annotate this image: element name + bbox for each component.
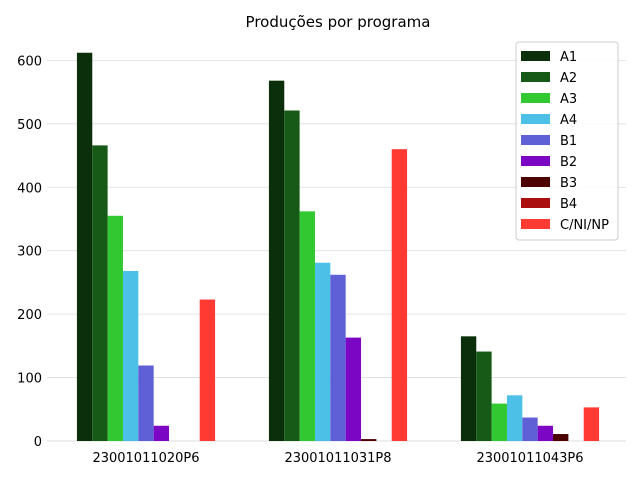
bars <box>76 52 600 442</box>
bar-a2-1 <box>92 145 108 441</box>
y-tick-label: 100 <box>17 372 42 387</box>
y-tick-label: 200 <box>17 308 42 323</box>
y-tick-label: 0 <box>34 435 42 450</box>
x-tick-label: 23001011043P6 <box>476 451 583 466</box>
legend-label: B3 <box>560 176 577 191</box>
legend-swatch <box>521 135 550 145</box>
bar-a1-2 <box>268 80 285 442</box>
legend-label: B2 <box>560 155 577 170</box>
bar-b1-1 <box>138 365 154 441</box>
bar-a4-3 <box>506 395 523 441</box>
legend-label: B4 <box>560 197 577 212</box>
bar-b2-2 <box>345 337 362 441</box>
legend-label: A4 <box>560 113 577 128</box>
y-tick-label: 500 <box>17 118 42 133</box>
bar-c-ni-np-2 <box>391 149 408 441</box>
legend-label: C/NI/NP <box>560 218 609 233</box>
bar-a3-3 <box>491 403 507 441</box>
bar-a3-1 <box>107 215 123 441</box>
bar-b2-1 <box>153 425 170 441</box>
bar-a1-1 <box>76 52 93 441</box>
x-tick-label: 23001011020P6 <box>92 451 199 466</box>
bar-a4-2 <box>314 262 331 441</box>
legend-swatch <box>521 219 550 229</box>
legend-label: A2 <box>560 71 577 86</box>
bar-b3-2 <box>361 439 377 441</box>
bar-a4-1 <box>122 270 139 441</box>
bar-b1-3 <box>522 417 538 441</box>
y-tick-label: 300 <box>17 245 42 260</box>
legend-swatch <box>521 72 550 82</box>
legend: A1 A2 A3 A4 B1 B2 B3 B4 C/NI/NP <box>515 41 619 241</box>
legend-swatch <box>521 93 550 103</box>
bar-b3-3 <box>553 434 569 441</box>
chart-title: Produções por programa <box>246 13 431 31</box>
bar-c-ni-np-3 <box>583 407 600 441</box>
legend-swatch <box>521 51 550 61</box>
legend-swatch <box>521 156 550 166</box>
bar-a2-3 <box>476 351 492 441</box>
y-tick-label: 400 <box>17 181 42 196</box>
bar-a1-3 <box>460 336 477 441</box>
bar-a2-2 <box>284 110 300 441</box>
x-tick-label: 23001011031P8 <box>284 451 391 466</box>
legend-label: A3 <box>560 92 577 107</box>
bar-b1-2 <box>330 274 346 441</box>
bar-a3-2 <box>299 211 315 441</box>
legend-swatch <box>521 198 550 208</box>
bar-c-ni-np-1 <box>199 299 216 441</box>
bar-b2-3 <box>537 425 554 441</box>
legend-box <box>515 41 619 241</box>
legend-label: A1 <box>560 50 577 65</box>
legend-label: B1 <box>560 134 577 149</box>
legend-swatch <box>521 114 550 124</box>
y-tick-label: 600 <box>17 54 42 69</box>
legend-swatch <box>521 177 550 187</box>
